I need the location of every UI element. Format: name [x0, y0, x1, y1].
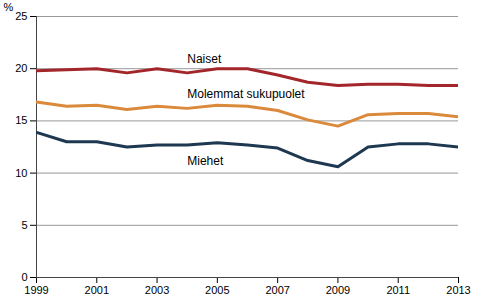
svg-text:Miehet: Miehet	[187, 154, 224, 168]
svg-text:25: 25	[15, 10, 27, 22]
svg-text:2007: 2007	[265, 284, 289, 296]
svg-text:2005: 2005	[205, 284, 229, 296]
svg-text:2003: 2003	[145, 284, 169, 296]
svg-text:%: %	[4, 1, 14, 13]
svg-text:10: 10	[15, 167, 27, 179]
svg-text:2013: 2013	[446, 284, 470, 296]
svg-text:Naiset: Naiset	[187, 52, 222, 66]
svg-text:15: 15	[15, 114, 27, 126]
svg-text:0: 0	[21, 271, 27, 283]
svg-text:2011: 2011	[386, 284, 410, 296]
svg-text:5: 5	[21, 219, 27, 231]
svg-text:Molemmat sukupuolet: Molemmat sukupuolet	[187, 87, 305, 101]
svg-text:2009: 2009	[326, 284, 350, 296]
svg-text:20: 20	[15, 62, 27, 74]
svg-text:1999: 1999	[24, 284, 48, 296]
svg-text:2001: 2001	[85, 284, 109, 296]
